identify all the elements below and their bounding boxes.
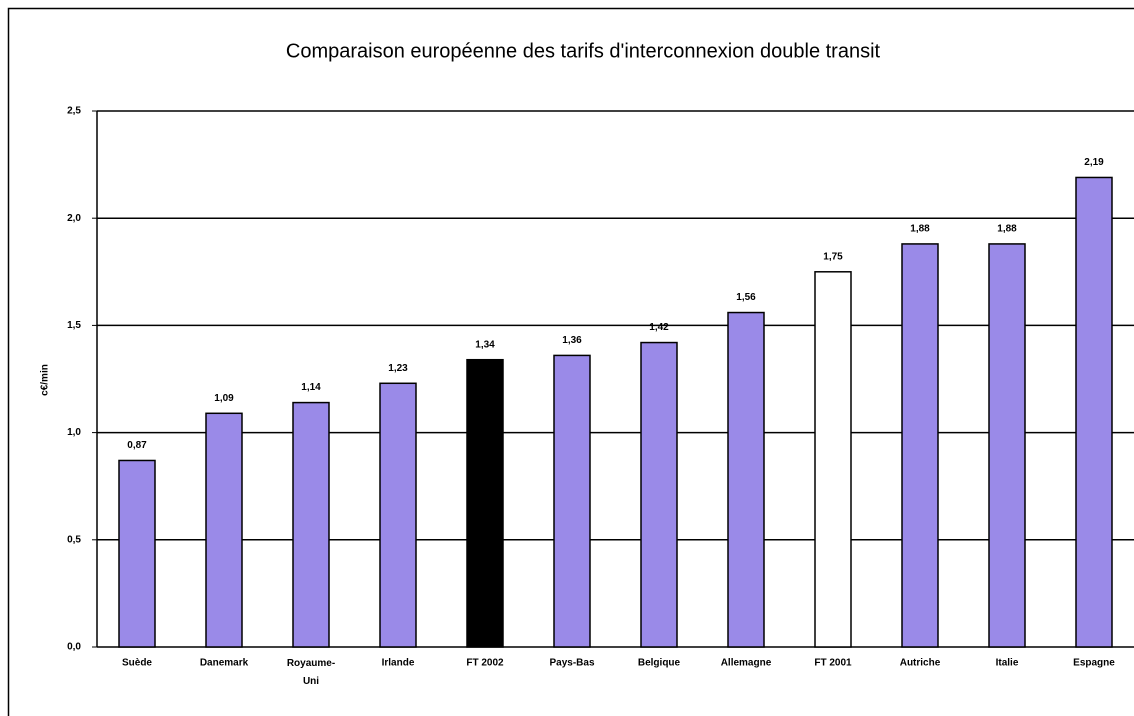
x-tick-label: Autriche (900, 658, 941, 669)
value-label: 1,09 (214, 393, 234, 404)
x-tick-label: Allemagne (721, 658, 772, 669)
bar (1075, 176, 1113, 648)
value-label: 2,19 (1084, 157, 1104, 168)
x-tick-label: FT 2002 (466, 658, 504, 669)
value-label: 1,23 (388, 363, 408, 374)
value-label: 1,14 (301, 382, 321, 393)
value-label: 1,34 (475, 339, 495, 350)
value-label: 1,75 (823, 251, 843, 262)
y-tick-label: 2,5 (67, 106, 81, 117)
bar (988, 243, 1026, 648)
y-tick-label: 1,0 (67, 427, 81, 438)
value-label: 1,88 (997, 224, 1017, 235)
bar (379, 382, 417, 648)
x-tick-label: FT 2001 (814, 658, 852, 669)
chart-title: Comparaison européenne des tarifs d'inte… (286, 40, 881, 62)
bar (292, 401, 330, 648)
x-tick-label: Espagne (1073, 658, 1115, 669)
bar (553, 354, 591, 648)
y-tick-label: 0,0 (67, 642, 81, 653)
y-tick-label: 2,0 (67, 213, 81, 224)
bar (205, 412, 243, 648)
value-label: 1,42 (649, 322, 669, 333)
y-tick-label: 1,5 (67, 320, 81, 331)
x-tick-label: Royaume-Uni (287, 658, 335, 687)
value-label: 1,56 (736, 292, 756, 303)
bar (118, 459, 156, 648)
x-tick-label: Pays-Bas (549, 658, 594, 669)
bar (640, 341, 678, 648)
x-tick-label: Belgique (638, 658, 681, 669)
x-tick-label: Danemark (200, 658, 249, 669)
value-label: 0,87 (127, 440, 147, 451)
value-label: 1,36 (562, 335, 582, 346)
y-tick-label: 0,5 (67, 534, 81, 545)
x-tick-label: Irlande (382, 658, 415, 669)
bar (814, 271, 852, 648)
bar (466, 358, 504, 648)
value-label: 1,88 (910, 224, 930, 235)
x-tick-label: Italie (996, 658, 1019, 669)
y-axis-label: c€/min (40, 364, 51, 396)
x-tick-label: Suède (122, 658, 152, 669)
bar (727, 311, 765, 648)
bar (901, 243, 939, 648)
